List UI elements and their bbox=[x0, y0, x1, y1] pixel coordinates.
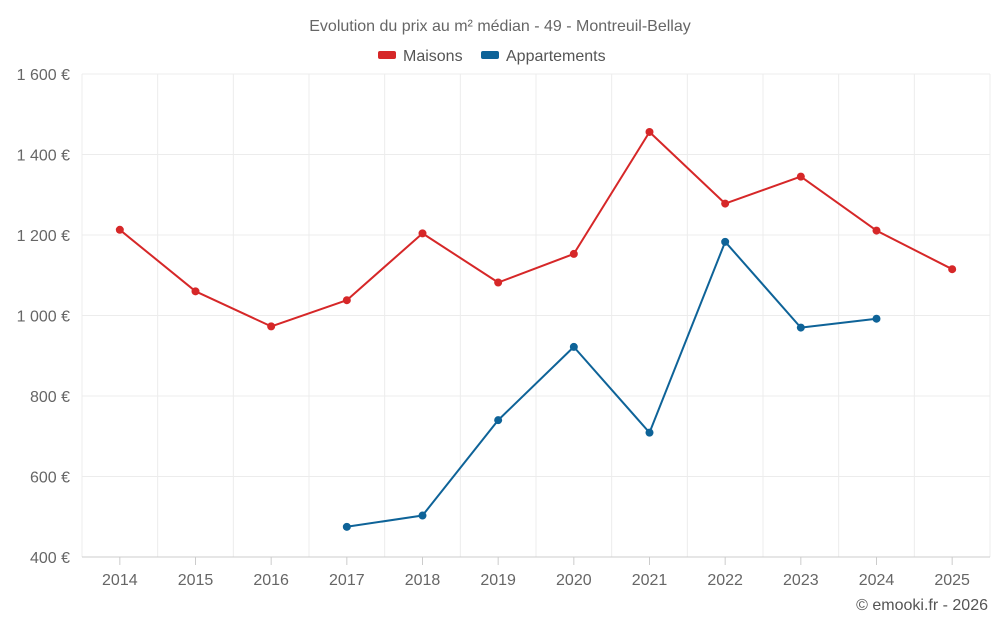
series bbox=[115, 127, 957, 531]
legend-item-appartements[interactable]: Appartements bbox=[481, 48, 606, 65]
legend-swatch-maisons bbox=[378, 51, 396, 59]
x-tick-label: 2025 bbox=[934, 572, 970, 589]
legend-swatch-appartements bbox=[481, 51, 499, 59]
series-appartements bbox=[342, 237, 881, 531]
data-point-appartements[interactable] bbox=[872, 314, 881, 323]
axes: 400 € 600 € 800 € 1 000 € 1 200 € 1 400 € 1 60… bbox=[17, 67, 990, 589]
data-point-appartements[interactable] bbox=[645, 428, 654, 437]
data-point-appartements[interactable] bbox=[796, 323, 805, 332]
y-tick-label: 800 € bbox=[30, 389, 70, 406]
x-tick-label: 2021 bbox=[632, 572, 668, 589]
series-line-maisons bbox=[119, 131, 953, 328]
x-tick-label: 2017 bbox=[329, 572, 365, 589]
credit-text: © emooki.fr - 2026 bbox=[856, 597, 988, 614]
legend-label-maisons: Maisons bbox=[403, 48, 463, 65]
y-tick-label: 1 200 € bbox=[17, 228, 70, 245]
data-point-appartements[interactable] bbox=[494, 416, 503, 425]
x-tick-label: 2018 bbox=[405, 572, 441, 589]
data-point-maisons[interactable] bbox=[948, 265, 957, 274]
x-tick-label: 2024 bbox=[859, 572, 895, 589]
data-point-maisons[interactable] bbox=[418, 229, 427, 238]
series-line-appartements bbox=[346, 240, 877, 528]
data-point-maisons[interactable] bbox=[191, 287, 200, 296]
legend-item-maisons[interactable]: Maisons bbox=[378, 48, 463, 65]
data-point-maisons[interactable] bbox=[342, 296, 351, 305]
data-point-appartements[interactable] bbox=[342, 522, 351, 531]
x-tick-label: 2015 bbox=[178, 572, 214, 589]
legend-label-appartements: Appartements bbox=[506, 48, 606, 65]
x-tick-label: 2019 bbox=[480, 572, 516, 589]
x-tick-label: 2022 bbox=[707, 572, 743, 589]
data-point-maisons[interactable] bbox=[494, 278, 503, 287]
x-tick-label: 2023 bbox=[783, 572, 819, 589]
data-point-maisons[interactable] bbox=[645, 127, 654, 136]
data-point-maisons[interactable] bbox=[267, 322, 276, 331]
grid bbox=[81, 73, 991, 557]
series-maisons bbox=[115, 127, 957, 331]
y-tick-label: 1 000 € bbox=[17, 309, 70, 326]
data-point-maisons[interactable] bbox=[569, 249, 578, 258]
y-tick-label: 600 € bbox=[30, 470, 70, 487]
data-point-appartements[interactable] bbox=[569, 342, 578, 351]
data-point-appartements[interactable] bbox=[721, 237, 730, 246]
x-tick-label: 2014 bbox=[102, 572, 138, 589]
data-point-maisons[interactable] bbox=[796, 172, 805, 181]
x-tick-label: 2020 bbox=[556, 572, 592, 589]
chart-legend: Maisons Appartements bbox=[378, 48, 606, 65]
data-point-appartements[interactable] bbox=[418, 511, 427, 520]
chart-title: Evolution du prix au m² médian - 49 - Mo… bbox=[309, 18, 691, 35]
y-tick-label: 1 400 € bbox=[17, 148, 70, 165]
data-point-maisons[interactable] bbox=[115, 225, 124, 234]
data-point-maisons[interactable] bbox=[721, 199, 730, 208]
x-tick-label: 2016 bbox=[253, 572, 289, 589]
y-tick-label: 400 € bbox=[30, 550, 70, 567]
y-tick-label: 1 600 € bbox=[17, 67, 70, 84]
data-point-maisons[interactable] bbox=[872, 226, 881, 235]
